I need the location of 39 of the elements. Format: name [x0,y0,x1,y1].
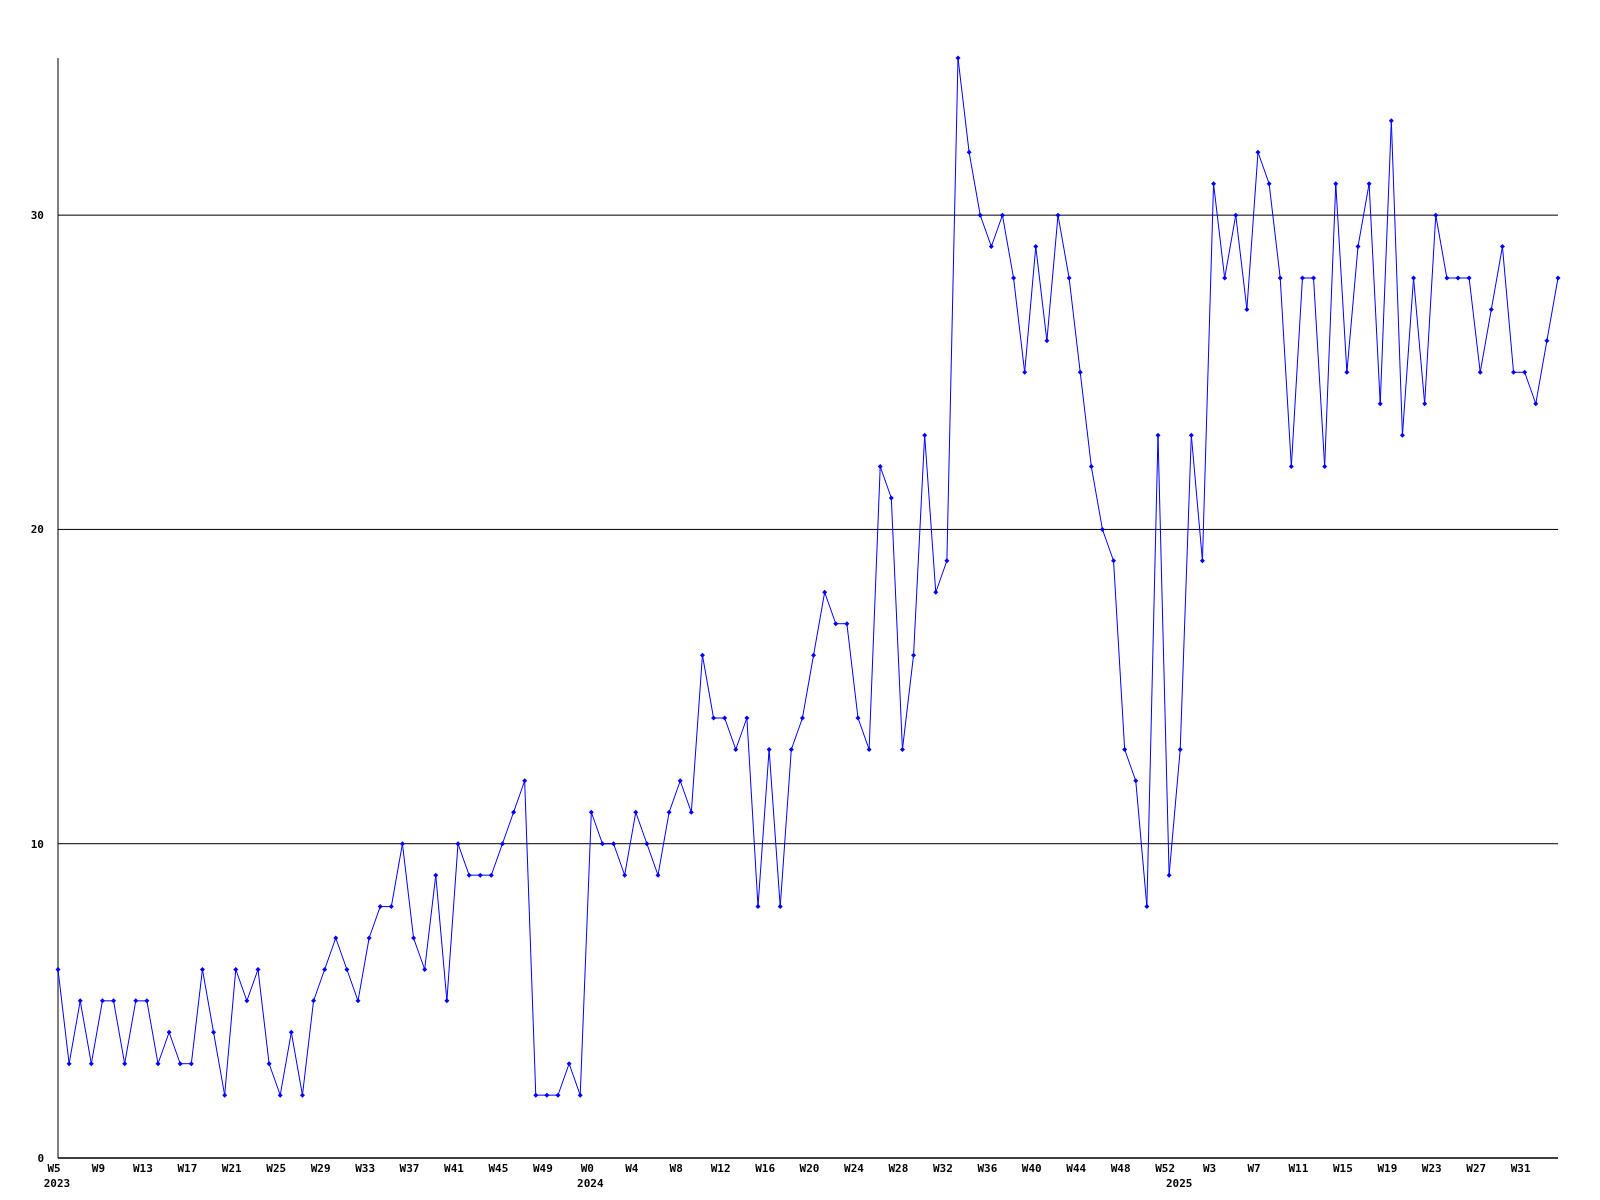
y-tick-label: 20 [30,523,44,537]
x-tick-label: W33 [355,1162,376,1175]
y-tick-label: 0 [37,1151,44,1165]
x-tick-label: W27 [1466,1162,1487,1175]
x-tick-label: W52 [1155,1162,1176,1175]
x-tick-label: W8 [669,1162,683,1175]
x-tick-label: W29 [310,1162,331,1175]
x-tick-label: W24 [844,1162,865,1175]
x-tick-label: W17 [177,1162,198,1175]
x-tick-label: W9 [91,1162,106,1175]
x-tick-label: W19 [1377,1162,1398,1175]
x-tick-label: W32 [932,1162,953,1175]
x-tick-label: W4 [625,1162,639,1175]
x-tick-label: W12 [710,1162,731,1175]
x-tick-label: W36 [977,1162,998,1175]
x-tick-label: W3 [1202,1162,1217,1175]
x-tick-label: W0 2024 [577,1162,604,1190]
x-tick-label: W31 [1510,1162,1531,1175]
x-tick-label: W11 [1288,1162,1309,1175]
x-tick-label: W23 [1421,1162,1442,1175]
x-tick-label: W48 [1110,1162,1131,1175]
x-tick-label: 2025 [1165,1177,1193,1190]
x-tick-label: W37 [399,1162,420,1175]
x-tick-label: W5 2023 [43,1162,71,1190]
x-tick-label: W45 [488,1162,509,1175]
x-tick-label: W21 [221,1162,243,1175]
y-tick-label: 10 [30,837,44,851]
x-tick-label: W13 [132,1162,153,1175]
x-tick-label: W16 [755,1162,776,1175]
x-tick-label: W40 [1021,1162,1042,1175]
y-tick-label: 30 [30,208,44,222]
x-tick-label: W49 [532,1162,553,1175]
x-tick-label: W7 [1247,1162,1261,1175]
x-tick-label: W15 [1332,1162,1353,1175]
x-tick-label: W25 [266,1162,287,1175]
x-tick-label: W41 [444,1162,465,1175]
x-tick-label: W28 [888,1162,909,1175]
x-tick-label: W20 [799,1162,820,1175]
x-tick-label: W44 [1066,1162,1087,1175]
